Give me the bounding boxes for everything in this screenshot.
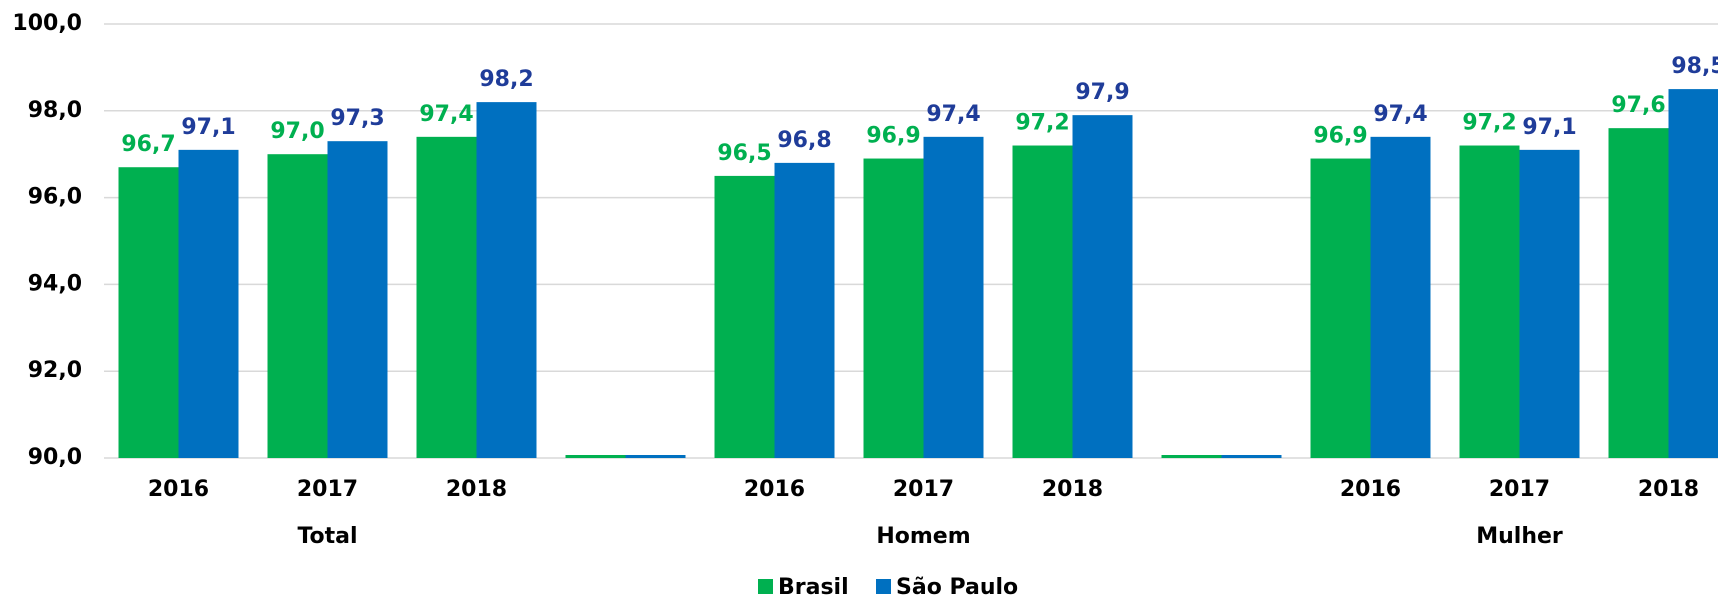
bar	[1519, 149, 1580, 459]
bar	[476, 102, 537, 459]
data-label: 96,9	[866, 124, 920, 149]
bar	[1370, 136, 1431, 458]
data-label: 97,1	[1522, 115, 1576, 140]
group-label: Mulher	[1476, 524, 1563, 549]
data-label: 97,2	[1462, 111, 1516, 136]
bar	[1072, 115, 1133, 458]
bar	[1459, 145, 1520, 458]
bar	[118, 167, 179, 458]
group-label: Homem	[876, 524, 970, 549]
x-tick-label: 2016	[744, 477, 805, 502]
bar	[1221, 455, 1282, 458]
y-tick-label: 92,0	[28, 358, 82, 383]
bar	[1668, 89, 1718, 458]
data-label: 97,6	[1611, 93, 1665, 118]
bar	[714, 175, 775, 458]
x-tick-label: 2016	[1340, 477, 1401, 502]
x-tick-label: 2018	[1638, 477, 1699, 502]
x-tick-label: 2018	[1042, 477, 1103, 502]
y-tick-label: 90,0	[28, 445, 82, 470]
legend-swatch	[758, 579, 773, 594]
bar	[416, 136, 477, 458]
data-label: 97,2	[1015, 111, 1069, 136]
data-label: 96,7	[121, 132, 175, 157]
data-label: 98,5	[1671, 54, 1718, 79]
data-label: 97,4	[1373, 102, 1427, 127]
bar	[923, 136, 984, 458]
x-tick-label: 2016	[148, 477, 209, 502]
data-label: 96,9	[1313, 124, 1367, 149]
bar	[1310, 158, 1371, 459]
data-label: 97,4	[419, 102, 473, 127]
data-label: 97,9	[1075, 80, 1129, 105]
bar	[863, 158, 924, 459]
bar	[1161, 455, 1222, 458]
x-tick-label: 2017	[1489, 477, 1550, 502]
x-tick-label: 2017	[297, 477, 358, 502]
legend-label: São Paulo	[896, 575, 1018, 597]
y-tick-label: 96,0	[28, 185, 82, 210]
data-label: 97,1	[181, 115, 235, 140]
bar	[1608, 128, 1669, 458]
bar	[1012, 145, 1073, 458]
x-tick-label: 2017	[893, 477, 954, 502]
bar	[774, 162, 835, 458]
bar	[327, 141, 388, 458]
legend-label: Brasil	[778, 575, 849, 597]
y-tick-label: 100,0	[12, 11, 82, 36]
data-label: 97,4	[926, 102, 980, 127]
y-tick-label: 94,0	[28, 271, 82, 296]
data-label: 96,5	[717, 141, 771, 166]
legend-swatch	[876, 579, 891, 594]
bar	[565, 455, 626, 458]
data-label: 97,3	[330, 106, 384, 131]
data-label: 98,2	[479, 67, 533, 92]
group-label: Total	[297, 524, 357, 549]
y-tick-label: 98,0	[28, 98, 82, 123]
x-tick-label: 2018	[446, 477, 507, 502]
data-label: 96,8	[777, 128, 831, 153]
data-label: 97,0	[270, 119, 324, 144]
bar	[178, 149, 239, 459]
bar	[625, 455, 686, 458]
bar	[267, 154, 328, 458]
